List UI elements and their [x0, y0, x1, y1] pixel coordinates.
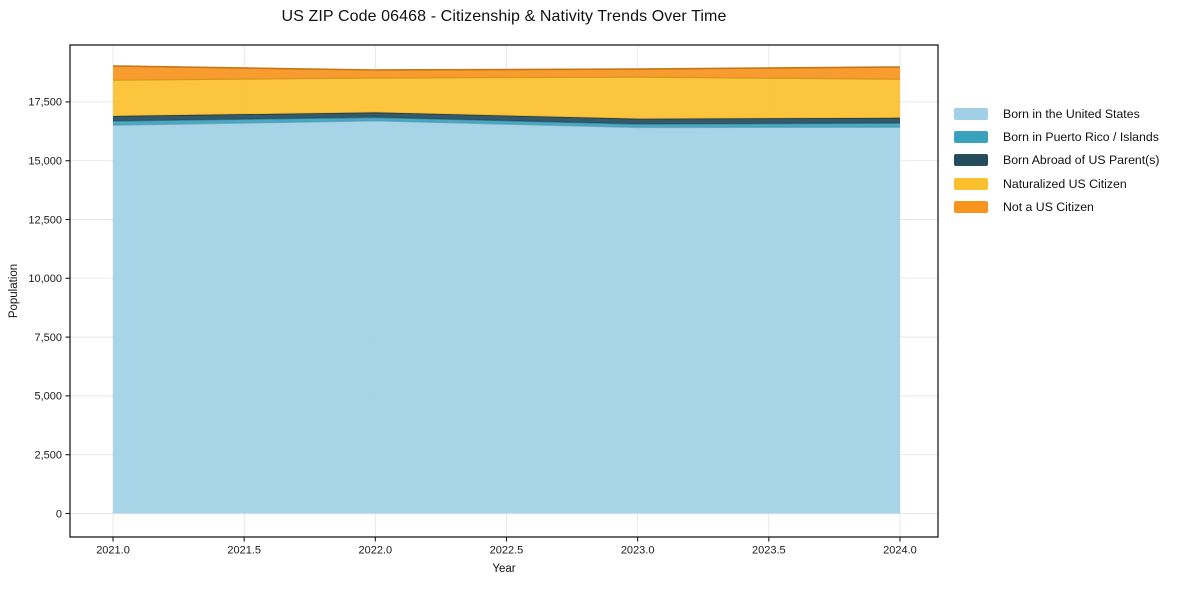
legend-label: Naturalized US Citizen: [1003, 176, 1127, 191]
y-tick-label: 2,500: [34, 449, 62, 461]
x-tick-label: 2024.0: [883, 545, 917, 557]
legend-item: Born in the United States: [954, 102, 1160, 125]
y-tick-label: 10,000: [28, 273, 62, 285]
edge-not-a-us-citizen: [112, 65, 901, 71]
legend-label: Born in Puerto Rico / Islands: [1003, 130, 1159, 145]
y-tick-label: 7,500: [34, 332, 62, 344]
x-tick-label: 2021.0: [96, 545, 130, 557]
area-born-abroad-of-us-parent-s-: [113, 112, 900, 124]
x-tick-label: 2022.5: [490, 545, 524, 557]
legend-swatch-icon: [954, 201, 988, 214]
x-tick-label: 2021.5: [227, 545, 261, 557]
legend-swatch-icon: [954, 131, 988, 144]
x-axis-label: Year: [492, 563, 516, 575]
y-tick-label: 17,500: [28, 97, 62, 109]
legend-item: Born in Puerto Rico / Islands: [954, 125, 1160, 148]
x-tick-label: 2022.0: [359, 545, 393, 557]
legend: Born in the United States Born in Puerto …: [954, 102, 1160, 219]
y-tick-label: 5,000: [34, 391, 62, 403]
legend-label: Born in the United States: [1003, 106, 1140, 121]
plot-border: [69, 44, 939, 538]
y-tick-label: 15,000: [28, 156, 62, 168]
x-tick-label: 2023.5: [752, 545, 786, 557]
legend-label: Not a US Citizen: [1003, 200, 1094, 215]
area-born-in-puerto-rico-islands: [113, 117, 900, 128]
area-naturalized-us-citizen: [113, 76, 900, 119]
y-tick-label: 0: [56, 508, 62, 520]
legend-swatch-icon: [954, 154, 988, 167]
legend-item: Not a US Citizen: [954, 196, 1160, 219]
legend-item: Naturalized US Citizen: [954, 172, 1160, 195]
legend-item: Born Abroad of US Parent(s): [954, 149, 1160, 172]
legend-swatch-icon: [954, 107, 988, 120]
chart-title: US ZIP Code 06468 - Citizenship & Nativi…: [281, 8, 727, 25]
area-born-in-the-united-states: [113, 120, 900, 514]
y-tick-label: 12,500: [28, 214, 62, 226]
x-tick-label: 2023.0: [621, 545, 655, 557]
y-axis-label: Population: [8, 263, 20, 319]
legend-label: Born Abroad of US Parent(s): [1003, 153, 1160, 168]
legend-swatch-icon: [954, 177, 988, 190]
